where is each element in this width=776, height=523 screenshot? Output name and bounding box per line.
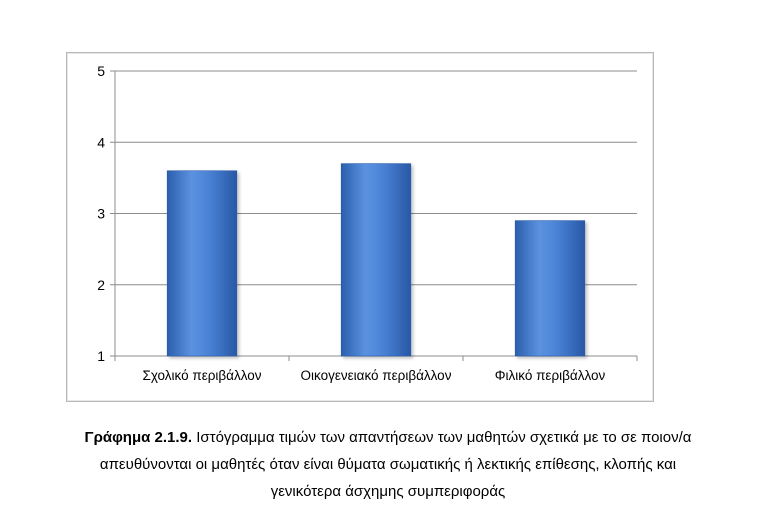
caption-label: Γράφημα 2.1.9. [84, 429, 193, 446]
caption-line-1: Γράφημα 2.1.9. Ιστόγραμμα τιμών των απαν… [0, 424, 776, 451]
y-tick-label: 3 [97, 206, 105, 222]
bar-3 [514, 220, 586, 357]
figure-caption: Γράφημα 2.1.9. Ιστόγραμμα τιμών των απαν… [0, 424, 776, 505]
bar-2 [340, 163, 412, 357]
x-category-label: Οικογενειακό περιβάλλον [301, 368, 452, 383]
caption-line-2: απευθύνονται οι μαθητές όταν είναι θύματ… [99, 456, 677, 473]
caption-line-3: γενικότερα άσχημης συμπεριφοράς [270, 483, 506, 500]
x-category-label: Σχολικό περιβάλλον [142, 368, 261, 383]
bar-1 [166, 170, 238, 357]
y-tick-label: 1 [97, 348, 105, 364]
y-tick-label: 4 [97, 134, 105, 150]
y-tick-label: 2 [97, 277, 105, 293]
bar-chart: 1 2 3 4 5 Σχολικό περιβάλλον Οικογενειακό περι… [97, 63, 638, 383]
bars [166, 163, 586, 357]
x-category-label: Φιλικό περιβάλλον [495, 368, 606, 383]
y-tick-label: 5 [97, 63, 105, 79]
labels: 1 2 3 4 5 Σχολικό περιβάλλον Οικογενειακό περι… [97, 63, 605, 383]
caption-text-1: Ιστόγραμμα τιμών των απαντήσεων των μαθη… [192, 429, 692, 446]
